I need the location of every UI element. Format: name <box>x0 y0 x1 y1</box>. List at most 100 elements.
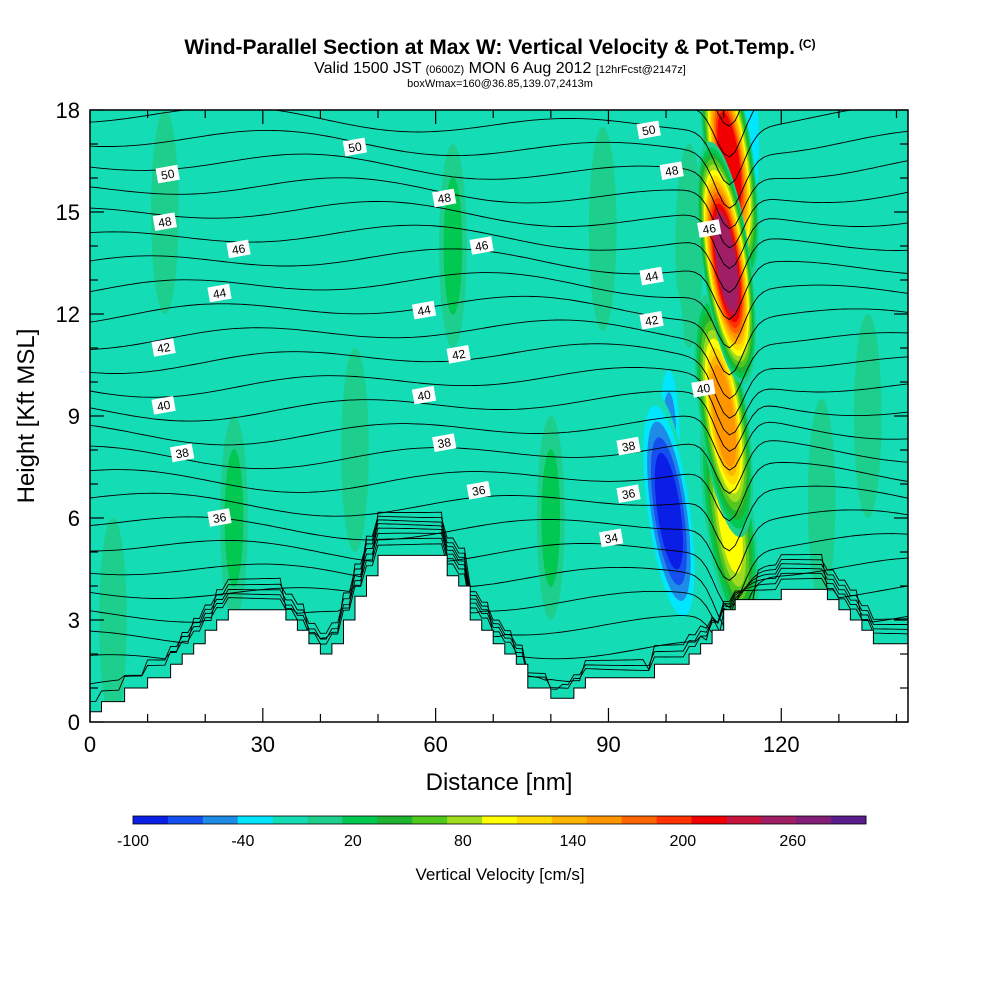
w-contour-fill <box>675 144 703 348</box>
vertical-velocity-field <box>99 110 882 722</box>
isentrope-line <box>90 415 908 471</box>
isentrope-line <box>90 272 908 349</box>
svg-text:46: 46 <box>231 241 247 257</box>
theta-label: 40 <box>151 396 176 415</box>
isentrope-line <box>90 201 908 270</box>
isentrope-line <box>90 319 908 400</box>
w-contour-fill <box>717 111 742 211</box>
svg-text:42: 42 <box>451 347 467 363</box>
svg-text:36: 36 <box>212 510 228 526</box>
colorbar-swatch <box>412 816 448 824</box>
isentrope-line <box>90 177 908 249</box>
svg-text:42: 42 <box>156 340 172 356</box>
w-contour-fill <box>514 144 542 348</box>
svg-text:40: 40 <box>416 387 432 403</box>
isentrope-line <box>90 440 908 494</box>
x-tick-label: 0 <box>84 732 96 757</box>
theta-label: 46 <box>697 219 722 238</box>
theta-label: 42 <box>446 345 471 364</box>
isentrope-line <box>90 532 908 682</box>
isentrope-line <box>90 11 908 66</box>
svg-text:40: 40 <box>696 381 712 397</box>
forecast-info: [12hrFcst@2147z] <box>595 64 686 76</box>
colorbar-swatch <box>796 816 832 824</box>
theta-label: 42 <box>639 311 664 330</box>
svg-text:46: 46 <box>474 238 490 254</box>
isentrope-line <box>90 224 908 293</box>
colorbar-swatch <box>656 816 692 824</box>
svg-text:42: 42 <box>644 313 660 329</box>
colorbar-title: Vertical Velocity [cm/s] <box>415 865 584 884</box>
svg-text:40: 40 <box>156 398 172 414</box>
theta-label: 36 <box>616 484 641 504</box>
colorbar-tick-label: -40 <box>231 833 254 850</box>
colorbar-tick-label: 140 <box>559 833 586 850</box>
isentrope-line <box>90 515 908 632</box>
theta-label: 44 <box>207 283 232 303</box>
svg-text:48: 48 <box>437 190 453 206</box>
w-contour-fill <box>853 314 882 518</box>
svg-text:50: 50 <box>347 139 363 155</box>
isentrope-line <box>90 34 908 95</box>
x-tick-label: 60 <box>423 732 447 757</box>
isentrope-line <box>90 129 908 209</box>
colorbar-swatch <box>482 816 518 824</box>
colorbar-swatch <box>377 816 413 824</box>
w-contour-fill <box>254 433 283 637</box>
svg-text:44: 44 <box>212 285 228 301</box>
box-info: boxWmax=160@36.85,139.07,2413m <box>407 78 593 90</box>
colorbar-swatch <box>726 816 762 824</box>
svg-text:50: 50 <box>160 166 176 182</box>
isentrope-line <box>90 461 908 522</box>
y-tick-label: 0 <box>68 710 80 735</box>
svg-text:44: 44 <box>644 268 660 284</box>
terrain <box>90 554 908 722</box>
isentrope-line <box>90 343 908 419</box>
w-contour-fill <box>145 348 173 552</box>
theta-label: 50 <box>636 120 661 140</box>
valid-prefix: Valid 1500 JST <box>314 60 422 77</box>
theta-label: 38 <box>616 436 641 456</box>
w-contour-fill <box>541 449 561 587</box>
isentrope-line <box>90 110 855 186</box>
w-contour-fill <box>714 214 739 312</box>
svg-text:34: 34 <box>604 530 620 546</box>
colorbar-swatch <box>342 816 378 824</box>
isentrope-line <box>90 153 908 230</box>
chart-title-text: Wind-Parallel Section at Max W: Vertical… <box>184 36 795 59</box>
contour-labels: 50 48 46 44 42 40 38 36 50 48 46 44 42 40 38 36 50 48 46 44… <box>151 120 722 548</box>
theta-label: 46 <box>226 239 251 259</box>
valid-date: MON 6 Aug 2012 <box>468 60 592 77</box>
x-axis-title: Distance [nm] <box>426 769 573 796</box>
colorbar-tick-label: 260 <box>779 833 806 850</box>
theta-label: 50 <box>155 164 180 184</box>
y-axis-title: Height [Kft MSL] <box>13 329 40 504</box>
isentrope-line <box>90 295 908 376</box>
w-contour-fill <box>711 364 737 468</box>
w-contour-fill <box>99 518 127 722</box>
colorbar-swatch <box>272 816 309 824</box>
colorbar-swatch <box>202 816 239 824</box>
svg-text:38: 38 <box>621 438 637 454</box>
colorbar-swatch <box>237 816 274 824</box>
y-tick-label: 12 <box>56 302 80 327</box>
colorbar-swatch <box>621 816 658 824</box>
theta-label: 48 <box>152 212 177 232</box>
colorbar-swatch <box>691 816 727 824</box>
isentrope-line <box>90 527 908 660</box>
svg-text:48: 48 <box>664 163 680 179</box>
colorbar-swatch <box>761 816 797 824</box>
chart-subtitle: Valid 1500 JST (0600Z) MON 6 Aug 2012 [1… <box>0 60 1000 78</box>
isentrope-line <box>90 390 908 452</box>
colorbar-tick-label: 80 <box>454 833 472 850</box>
w-contour-fill <box>654 452 684 570</box>
colorbar-swatch <box>516 816 553 824</box>
colorbar-tick-label: 200 <box>669 833 696 850</box>
isentrope-line <box>90 519 908 643</box>
y-tick-label: 3 <box>68 608 80 633</box>
isentrope-line <box>90 485 908 552</box>
theta-label: 40 <box>411 385 437 405</box>
svg-text:36: 36 <box>471 483 487 499</box>
